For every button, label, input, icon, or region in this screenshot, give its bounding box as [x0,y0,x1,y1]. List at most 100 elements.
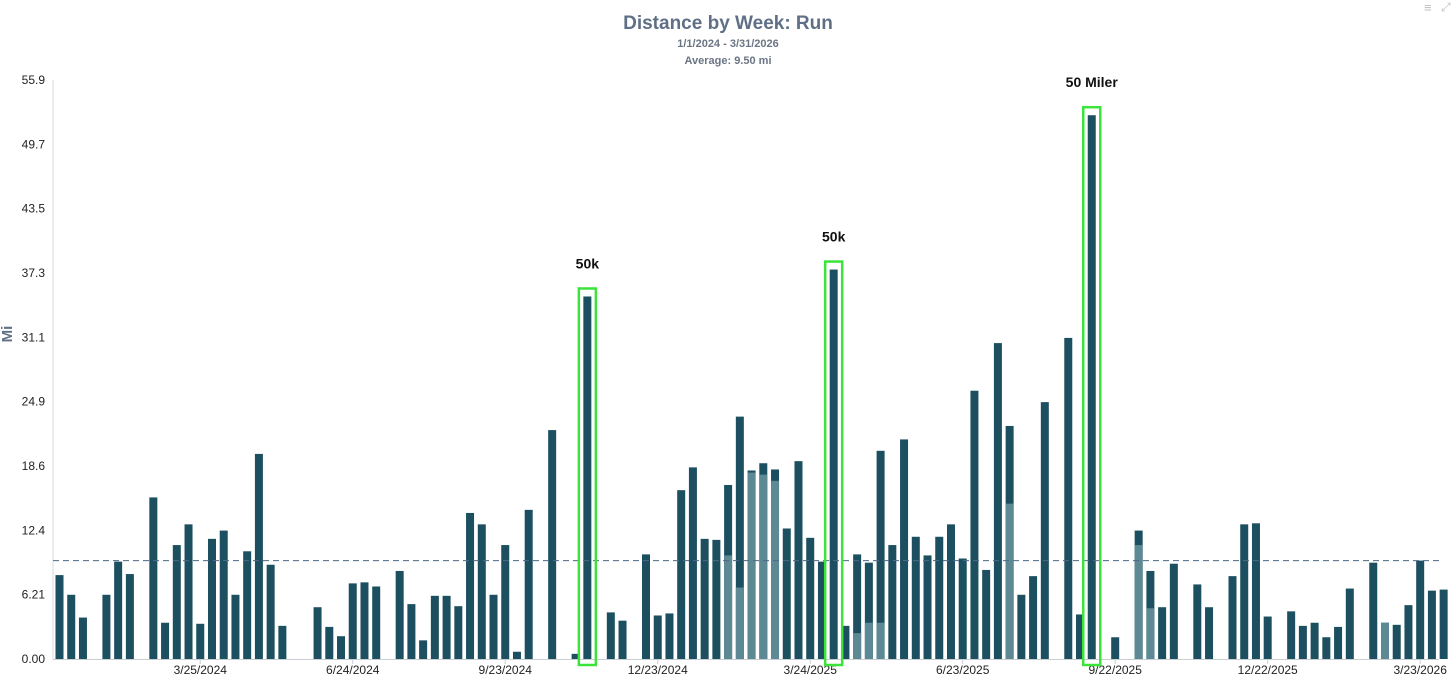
bar[interactable] [817,561,826,659]
bar[interactable] [1205,607,1214,659]
bar[interactable] [477,524,486,659]
bar[interactable] [946,524,955,659]
bar[interactable] [653,615,662,659]
bar[interactable] [583,296,592,659]
bar[interactable] [1416,560,1425,659]
bar[interactable] [1017,594,1026,659]
bar[interactable] [313,607,322,659]
bar[interactable] [888,545,897,659]
bar[interactable] [325,626,334,659]
menu-icon[interactable]: ≡ [1424,0,1432,15]
expand-icon[interactable]: ⤢ [1441,0,1451,14]
bar[interactable] [548,430,557,659]
bar[interactable] [665,613,674,659]
bar[interactable] [337,636,346,659]
bar[interactable] [911,536,920,659]
bar[interactable] [958,558,967,659]
bar-secondary[interactable] [771,480,780,659]
bar[interactable] [1263,616,1272,659]
bar[interactable] [149,497,158,659]
bar[interactable] [196,623,205,659]
bar[interactable] [430,595,439,659]
bar-secondary[interactable] [853,633,862,659]
bar[interactable] [618,620,627,659]
bar[interactable] [278,625,287,659]
bar[interactable] [841,625,850,659]
bar[interactable] [102,594,111,659]
bar[interactable] [125,574,134,659]
bar[interactable] [1158,607,1167,659]
bar[interactable] [243,551,252,659]
bar[interactable] [642,554,650,659]
bar[interactable] [876,450,885,659]
bar[interactable] [1345,588,1354,659]
bar[interactable] [1029,576,1038,659]
bar[interactable] [923,555,932,659]
bar-secondary[interactable] [1005,503,1014,659]
bar[interactable] [1298,625,1307,659]
bar[interactable] [1322,637,1331,659]
bar-secondary[interactable] [876,622,885,659]
bar[interactable] [489,594,498,659]
bar[interactable] [993,343,1002,659]
bar[interactable] [970,390,979,659]
bar-secondary[interactable] [1380,622,1389,659]
bar-secondary[interactable] [759,474,768,659]
bar[interactable] [1087,115,1096,660]
bar[interactable] [900,439,909,659]
bar[interactable] [1251,523,1260,659]
bar-secondary[interactable] [724,555,733,659]
bar[interactable] [853,554,862,659]
bar[interactable] [794,461,803,659]
bar[interactable] [782,528,791,659]
bar[interactable] [1193,584,1202,659]
bar[interactable] [372,586,381,659]
bar[interactable] [700,538,709,659]
bar[interactable] [735,416,744,659]
bar[interactable] [1334,626,1343,659]
bar[interactable] [712,539,721,659]
bar-secondary[interactable] [1146,608,1155,659]
bar[interactable] [254,453,263,659]
bar[interactable] [1427,590,1436,659]
bar[interactable] [935,536,944,659]
bar[interactable] [1040,402,1049,659]
bar[interactable] [1392,624,1401,659]
bar[interactable] [114,561,123,659]
bar[interactable] [501,545,510,659]
bar[interactable] [1310,622,1319,659]
bar[interactable] [677,490,686,659]
bar[interactable] [829,269,838,659]
bar[interactable] [1287,611,1296,659]
bar[interactable] [407,604,416,659]
bar[interactable] [864,562,873,659]
bar[interactable] [360,582,369,659]
bar[interactable] [219,530,228,659]
bar[interactable] [1076,614,1085,659]
bar-secondary[interactable] [735,587,744,659]
bar[interactable] [1228,576,1237,659]
bar[interactable] [55,575,64,659]
bar[interactable] [1240,524,1249,659]
bar[interactable] [266,564,275,659]
bar[interactable] [606,612,615,659]
bar[interactable] [466,512,475,659]
bar[interactable] [67,594,76,659]
bar[interactable] [419,640,428,659]
bar[interactable] [1169,563,1178,659]
bar[interactable] [571,653,580,659]
bar[interactable] [231,594,240,659]
bar[interactable] [688,467,697,659]
bar[interactable] [806,537,815,659]
bar[interactable] [442,595,451,659]
bar[interactable] [395,570,404,659]
bar[interactable] [524,509,533,659]
bar[interactable] [1439,589,1448,659]
bar[interactable] [184,524,193,659]
bar[interactable] [1369,562,1378,659]
bar-secondary[interactable] [1134,545,1143,659]
bar[interactable] [348,583,357,659]
bar[interactable] [161,622,170,659]
bar[interactable] [1111,637,1120,659]
bar[interactable] [982,569,991,659]
